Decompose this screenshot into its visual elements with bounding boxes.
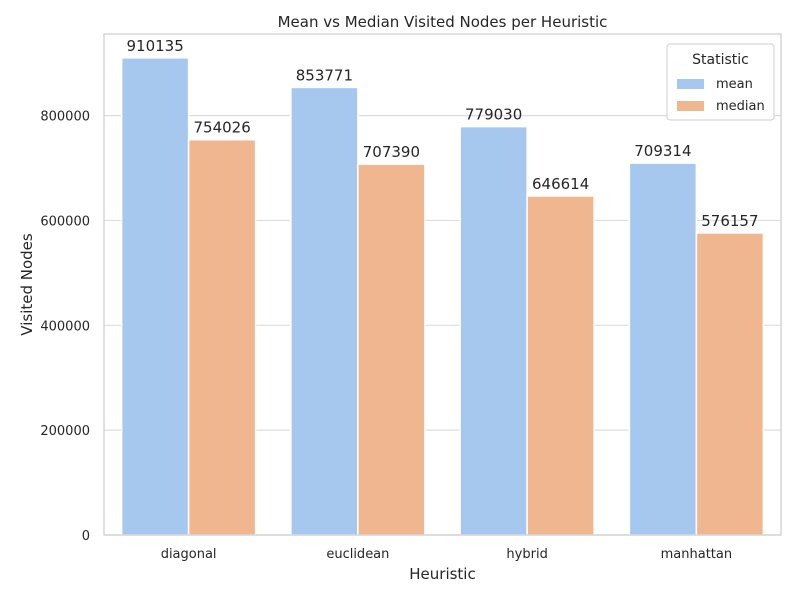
bar-mean-diagonal — [120, 57, 190, 536]
bars — [120, 57, 765, 536]
data-label: 910135 — [126, 37, 183, 55]
data-label: 576157 — [701, 212, 758, 230]
data-label: 707390 — [363, 143, 420, 161]
x-tick-label: euclidean — [326, 547, 389, 562]
bar-labels: 910135 754026 853771 707390 779030 646614 7093… — [126, 37, 758, 230]
bar-mean-hybrid — [459, 125, 528, 536]
data-label: 754026 — [193, 119, 250, 137]
legend: Statistic mean median — [666, 43, 775, 121]
bar-median-manhattan — [695, 232, 765, 536]
bar-mean-euclidean — [290, 86, 359, 536]
data-label: 709314 — [634, 142, 691, 160]
x-axis-label: Heuristic — [409, 565, 475, 583]
legend-label-mean: mean — [716, 77, 753, 92]
bar-mean-manhattan — [628, 162, 698, 536]
data-label: 646614 — [532, 175, 589, 193]
y-tick-label: 200000 — [40, 424, 90, 439]
bar-median-diagonal — [187, 138, 257, 536]
legend-label-median: median — [716, 99, 765, 114]
legend-swatch-median — [677, 101, 704, 111]
y-axis-label: Visited Nodes — [18, 233, 36, 336]
x-tick-labels: diagonal euclidean hybrid manhattan — [161, 547, 732, 562]
y-tick-label: 400000 — [40, 319, 90, 334]
bar-median-euclidean — [357, 163, 426, 536]
legend-items: mean median — [677, 77, 765, 114]
y-tick-label: 800000 — [40, 110, 90, 125]
y-tick-label: 0 — [82, 529, 90, 544]
y-tick-label: 600000 — [40, 214, 90, 229]
y-tick-labels: 0 200000 400000 600000 800000 — [40, 110, 90, 544]
data-label: 779030 — [465, 106, 522, 124]
bar-median-hybrid — [526, 195, 595, 536]
legend-swatch-mean — [677, 79, 704, 89]
x-tick-label: hybrid — [506, 547, 547, 562]
legend-title: Statistic — [692, 52, 749, 68]
plot-frame — [103, 33, 782, 536]
chart-title: Mean vs Median Visited Nodes per Heurist… — [278, 13, 608, 31]
x-tick-label: diagonal — [161, 547, 217, 562]
x-tick-label: manhattan — [661, 547, 732, 562]
data-label: 853771 — [296, 66, 353, 84]
